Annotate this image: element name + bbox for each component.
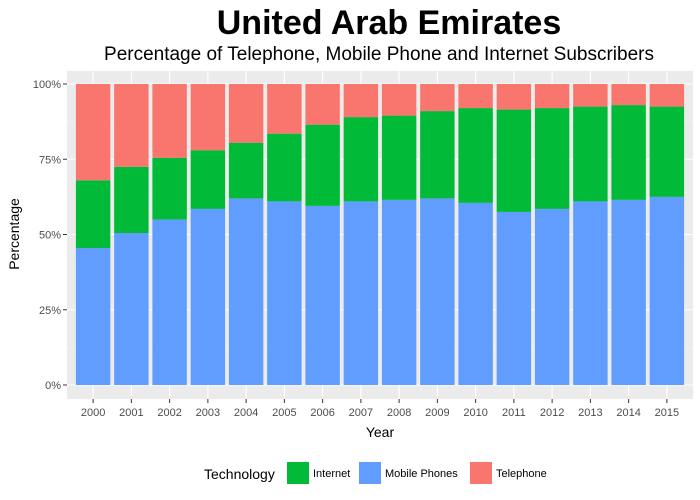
bar-telephone-2007 (343, 84, 379, 118)
bar-mobile-phones-2012 (534, 208, 570, 385)
x-tick-label: 2015 (655, 407, 679, 419)
legend-label-internet: Internet (313, 468, 350, 480)
y-tick-label: 0% (45, 380, 61, 392)
bar-mobile-phones-2002 (152, 219, 187, 385)
bar-mobile-phones-2004 (228, 198, 264, 385)
x-tick-label: 2011 (502, 407, 526, 419)
legend-swatch-mobile-phones (359, 462, 381, 484)
x-tick-label: 2004 (234, 407, 258, 419)
bar-internet-2006 (305, 124, 340, 206)
y-axis: 0% 25% 50% 75% 100% (33, 79, 67, 392)
x-tick-label: 2014 (616, 407, 640, 419)
x-tick-label: 2007 (349, 407, 373, 419)
bar-telephone-2000 (75, 84, 111, 181)
bar-mobile-phones-2000 (75, 248, 111, 385)
x-axis-title: Year (366, 424, 395, 440)
y-tick-label: 50% (39, 230, 61, 242)
bar-internet-2015 (649, 106, 685, 197)
x-tick-label: 2002 (157, 407, 181, 419)
bar-internet-2013 (573, 106, 608, 202)
bar-telephone-2014 (611, 84, 646, 106)
x-tick-label: 2009 (425, 407, 449, 419)
bar-mobile-phones-2009 (420, 198, 455, 385)
x-tick-label: 2000 (81, 407, 105, 419)
y-tick-label: 100% (33, 79, 61, 91)
x-tick-label: 2013 (578, 407, 602, 419)
bar-internet-2003 (190, 150, 226, 209)
y-tick-label: 25% (39, 305, 61, 317)
x-axis: 2000 2001 2002 2003 2004 2005 2006 2007 2008 2009… (81, 399, 679, 419)
legend-label-mobile-phones: Mobile Phones (385, 468, 458, 480)
legend: Technology Internet Mobile Phones Telephon… (204, 462, 547, 484)
bar-mobile-phones-2005 (267, 201, 302, 385)
bar-mobile-phones-2001 (114, 232, 149, 385)
bar-telephone-2005 (267, 84, 302, 134)
bar-telephone-2011 (496, 84, 532, 110)
bar-telephone-2015 (649, 84, 685, 107)
bar-internet-2000 (75, 180, 111, 249)
bar-telephone-2004 (228, 84, 264, 143)
bar-internet-2005 (267, 133, 302, 202)
chart-subtitle: Percentage of Telephone, Mobile Phone an… (104, 44, 654, 65)
legend-swatch-telephone (470, 462, 492, 484)
bar-telephone-2001 (114, 84, 149, 167)
bars-group (75, 84, 685, 385)
bar-mobile-phones-2015 (649, 196, 685, 385)
bar-telephone-2010 (458, 84, 493, 109)
bar-mobile-phones-2008 (381, 199, 417, 385)
bar-mobile-phones-2014 (611, 199, 646, 385)
x-tick-label: 2006 (310, 407, 334, 419)
x-tick-label: 2001 (119, 407, 143, 419)
bar-mobile-phones-2006 (305, 205, 340, 385)
x-tick-label: 2008 (387, 407, 411, 419)
bar-internet-2012 (534, 108, 570, 209)
legend-swatch-internet (287, 462, 309, 484)
bar-telephone-2002 (152, 84, 187, 158)
bar-mobile-phones-2010 (458, 202, 493, 385)
bar-telephone-2006 (305, 84, 340, 125)
chart-title: United Arab Emirates (217, 4, 562, 42)
y-axis-title: Percentage (6, 198, 22, 270)
bar-mobile-phones-2007 (343, 201, 379, 385)
bar-telephone-2013 (573, 84, 608, 107)
bar-telephone-2008 (381, 84, 417, 116)
bar-internet-2014 (611, 105, 646, 200)
bar-internet-2002 (152, 157, 187, 220)
bar-internet-2004 (228, 142, 264, 199)
bar-mobile-phones-2013 (573, 201, 608, 385)
bar-telephone-2003 (190, 84, 226, 151)
legend-title: Technology (204, 466, 275, 482)
x-tick-label: 2012 (540, 407, 564, 419)
legend-label-telephone: Telephone (496, 468, 547, 480)
bar-internet-2001 (114, 166, 149, 233)
bar-internet-2010 (458, 108, 493, 203)
bar-mobile-phones-2011 (496, 211, 532, 385)
bar-mobile-phones-2003 (190, 208, 226, 385)
bar-telephone-2012 (534, 84, 570, 109)
bar-internet-2009 (420, 111, 455, 199)
x-tick-label: 2010 (463, 407, 487, 419)
x-tick-label: 2003 (196, 407, 220, 419)
bar-internet-2008 (381, 115, 417, 200)
bar-telephone-2009 (420, 84, 455, 112)
bar-internet-2007 (343, 117, 379, 202)
y-tick-label: 75% (39, 154, 61, 166)
bar-internet-2011 (496, 109, 532, 212)
x-tick-label: 2005 (272, 407, 296, 419)
